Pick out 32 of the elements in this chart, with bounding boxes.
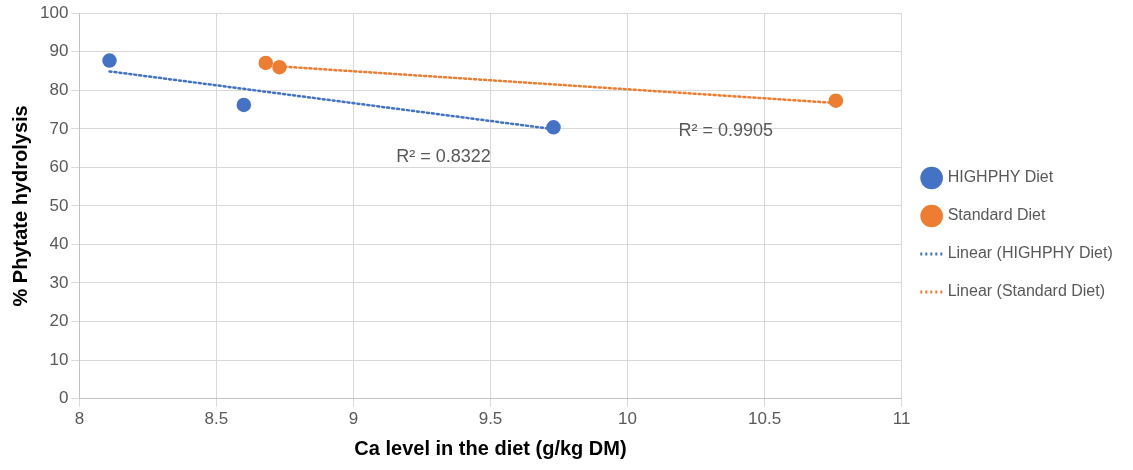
y-axis-title: % Phytate hydrolysis bbox=[8, 105, 31, 307]
y-tick-label: 70 bbox=[49, 118, 69, 138]
x-tick-label: 9 bbox=[348, 409, 359, 429]
legend-label: Standard Diet bbox=[947, 206, 1047, 224]
y-tick-label: 40 bbox=[49, 234, 69, 254]
x-tick-label: 9.5 bbox=[478, 409, 503, 429]
x-tick-label: 10 bbox=[618, 409, 637, 429]
x-tick-label: 8 bbox=[74, 409, 85, 429]
legend-label: Linear (HIGHPHY Diet) bbox=[947, 244, 1113, 262]
legend-label: Linear (Standard Diet) bbox=[947, 282, 1106, 300]
y-tick-label: 100 bbox=[39, 2, 69, 22]
y-tick-label: 0 bbox=[58, 388, 69, 408]
point bbox=[236, 97, 252, 113]
annotation: R² = 0.8322 bbox=[396, 146, 491, 167]
y-tick-label: 20 bbox=[49, 311, 69, 331]
annotation: R² = 0.9905 bbox=[678, 119, 774, 140]
y-tick-label: 80 bbox=[49, 79, 69, 99]
y-tick-label: 90 bbox=[49, 41, 69, 61]
point bbox=[546, 120, 561, 135]
point bbox=[102, 53, 117, 68]
legend-label: HIGHPHY Diet bbox=[947, 168, 1054, 186]
x-tick-label: 10.5 bbox=[748, 409, 782, 429]
point bbox=[828, 93, 844, 108]
x-tick-label: 11 bbox=[892, 409, 911, 429]
point bbox=[272, 59, 287, 75]
y-tick-label: 50 bbox=[49, 195, 69, 215]
y-tick-label: 30 bbox=[49, 272, 69, 292]
x-axis-title: Ca level in the diet (g/kg DM) bbox=[354, 436, 627, 459]
y-tick-label: 60 bbox=[49, 157, 69, 177]
point bbox=[258, 55, 273, 71]
x-tick-label: 8.5 bbox=[204, 409, 229, 429]
y-tick-label: 10 bbox=[49, 349, 69, 369]
